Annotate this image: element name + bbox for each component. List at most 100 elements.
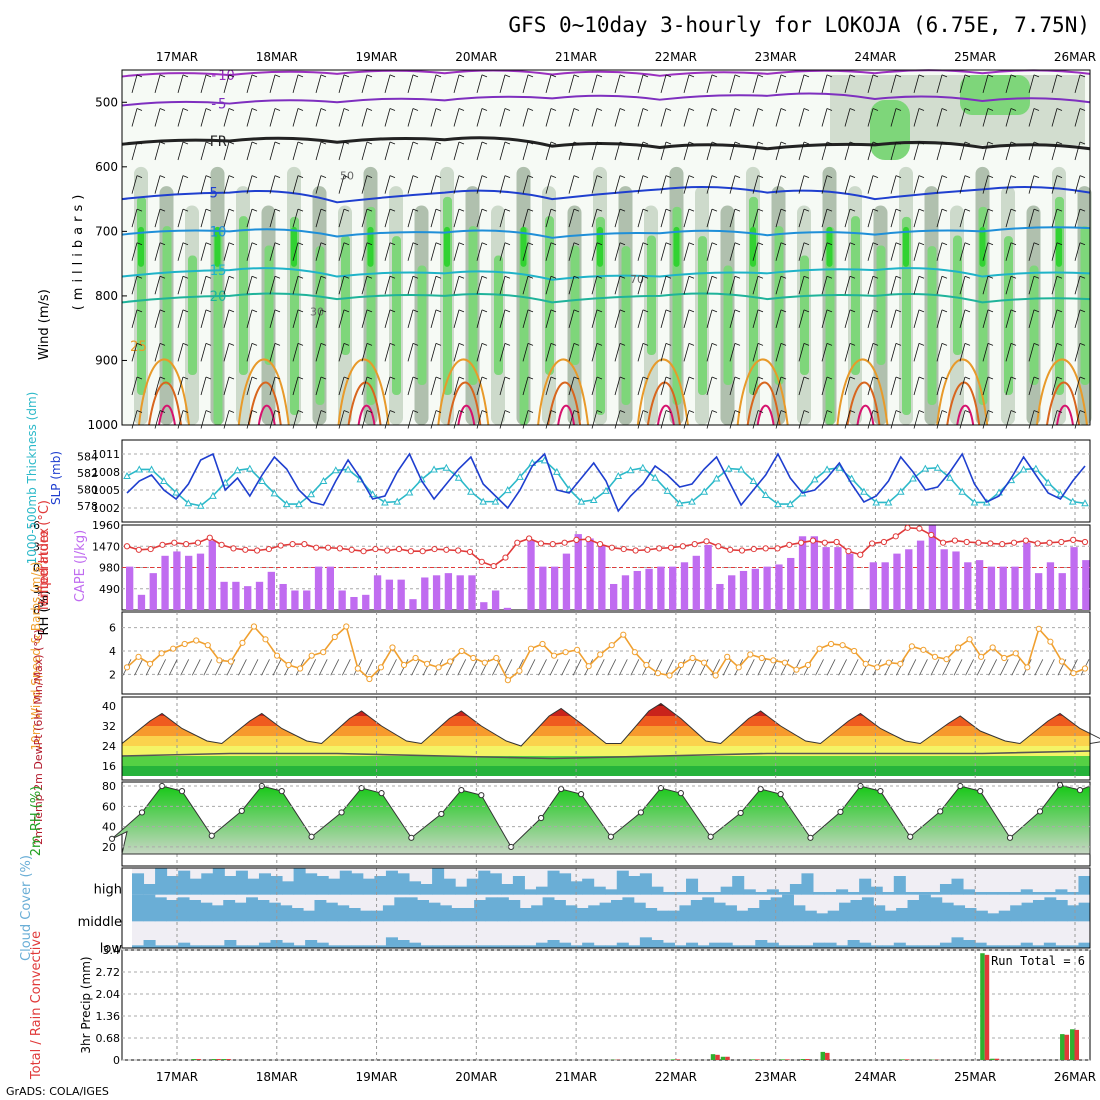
wind-barb bbox=[223, 376, 230, 396]
cloud-bar-middle bbox=[177, 897, 190, 922]
thickness-point bbox=[233, 466, 242, 474]
wind-barb bbox=[660, 376, 667, 396]
wind-barb bbox=[430, 343, 437, 362]
wind-barb-flag bbox=[389, 208, 396, 212]
wind-barb bbox=[238, 659, 247, 676]
wind-barb-flag bbox=[550, 242, 557, 246]
wind-barb bbox=[318, 659, 328, 676]
wind-barb-flag bbox=[688, 74, 695, 78]
wind-speed-point bbox=[366, 675, 373, 683]
thickness-point bbox=[479, 497, 488, 505]
wind-barb bbox=[683, 309, 690, 328]
bottom-date-label: 17MAR bbox=[156, 1070, 198, 1084]
cloud-bar-middle bbox=[154, 897, 167, 922]
cloud-bar-high bbox=[893, 876, 906, 895]
cape-bar bbox=[173, 551, 181, 610]
wind-barb bbox=[729, 376, 736, 396]
wind-barb bbox=[591, 141, 598, 161]
wind-barb bbox=[315, 108, 322, 127]
wind-barb-flag bbox=[1033, 242, 1040, 246]
wind-barb bbox=[1074, 376, 1081, 396]
lifted-index-point bbox=[348, 546, 355, 553]
y-tick-label: 2 bbox=[109, 668, 116, 681]
thickness-point bbox=[847, 474, 856, 482]
precip-total-bar bbox=[1070, 1029, 1075, 1060]
wind-barb bbox=[177, 141, 184, 161]
lifted-index-point bbox=[443, 546, 450, 553]
wind-barb bbox=[453, 410, 460, 429]
wind-barb bbox=[844, 175, 851, 194]
wind-barb bbox=[269, 242, 276, 261]
lifted-index-point bbox=[975, 539, 982, 546]
wind-barb-flag bbox=[711, 376, 718, 380]
cloud-row-label: high bbox=[94, 882, 122, 897]
cloud-bar-high bbox=[316, 876, 329, 895]
wind-barb-flag bbox=[527, 141, 534, 145]
wind-barb-flag bbox=[780, 108, 787, 111]
cloud-bar-low bbox=[628, 945, 641, 948]
wind-barb bbox=[499, 209, 506, 228]
wind-barb bbox=[223, 242, 230, 261]
y-tick-label-left: 580 bbox=[77, 483, 98, 496]
wind-barb-flag bbox=[251, 141, 258, 145]
bottom-date-label: 24MAR bbox=[854, 1070, 896, 1084]
wind-barb bbox=[614, 141, 621, 161]
cloud-bar-high bbox=[778, 892, 791, 895]
wind-barb bbox=[591, 309, 598, 328]
wind-barb bbox=[890, 242, 897, 261]
wind-barb bbox=[384, 74, 391, 94]
wind-barb-flag bbox=[918, 74, 925, 78]
wind-barb-flag bbox=[366, 108, 373, 111]
wind-barb-flag bbox=[1056, 141, 1063, 145]
wind-barb bbox=[614, 74, 621, 94]
wind-barb bbox=[637, 108, 644, 127]
wind-barb-flag bbox=[504, 309, 511, 313]
wind-speed-point bbox=[701, 659, 708, 666]
rh-point bbox=[438, 810, 445, 818]
thickness-point bbox=[123, 472, 131, 480]
isotherm-5 bbox=[121, 186, 1091, 204]
panel-frame bbox=[121, 439, 1091, 523]
cloud-bar-high bbox=[939, 884, 952, 895]
isotherm-FR bbox=[121, 136, 1091, 151]
thickness-point bbox=[442, 463, 451, 471]
cloud-bar-high bbox=[639, 873, 652, 895]
wind-barb-flag bbox=[895, 275, 902, 279]
rh-peak bbox=[214, 226, 221, 267]
cape-bar bbox=[480, 602, 488, 610]
lifted-index-point bbox=[549, 541, 556, 548]
wind-barb bbox=[361, 309, 368, 328]
cloud-bar-low bbox=[916, 945, 929, 948]
wind-barb-flag bbox=[642, 141, 649, 145]
wind-barb-flag bbox=[803, 208, 810, 212]
isotherm-15 bbox=[121, 267, 1091, 281]
isotherm-35-loop bbox=[1056, 404, 1074, 426]
wind-barb-flag bbox=[251, 175, 258, 178]
cloud-bar-high bbox=[374, 876, 387, 895]
wind-barb bbox=[798, 309, 805, 328]
wind-barb bbox=[867, 276, 874, 295]
wind-barb bbox=[999, 659, 1009, 676]
wind-barb bbox=[1005, 376, 1012, 396]
wind-barb-flag bbox=[665, 208, 672, 212]
wind-barb bbox=[982, 309, 989, 328]
cloud-bar-low bbox=[893, 942, 906, 948]
cloud-bar-low bbox=[651, 940, 664, 948]
wind-speed-point bbox=[724, 653, 731, 660]
wind-barb-flag bbox=[389, 376, 396, 380]
wind-barb bbox=[200, 108, 207, 127]
rh-point bbox=[138, 809, 146, 816]
wind-barb bbox=[246, 209, 253, 228]
wind-barb bbox=[660, 175, 667, 194]
wind-barb bbox=[1051, 376, 1058, 396]
wind-barb-flag bbox=[389, 275, 396, 279]
wind-barb-flag bbox=[1033, 175, 1040, 178]
rh-point bbox=[1036, 808, 1044, 815]
bottom-date-label: 21MAR bbox=[555, 1070, 597, 1084]
wind-barb bbox=[752, 343, 759, 362]
isotherm-35-loop bbox=[457, 404, 476, 426]
cloud-bar-low bbox=[270, 940, 283, 948]
rh-core bbox=[800, 255, 809, 375]
thickness-point bbox=[1056, 490, 1065, 498]
wind-barb bbox=[769, 659, 778, 676]
